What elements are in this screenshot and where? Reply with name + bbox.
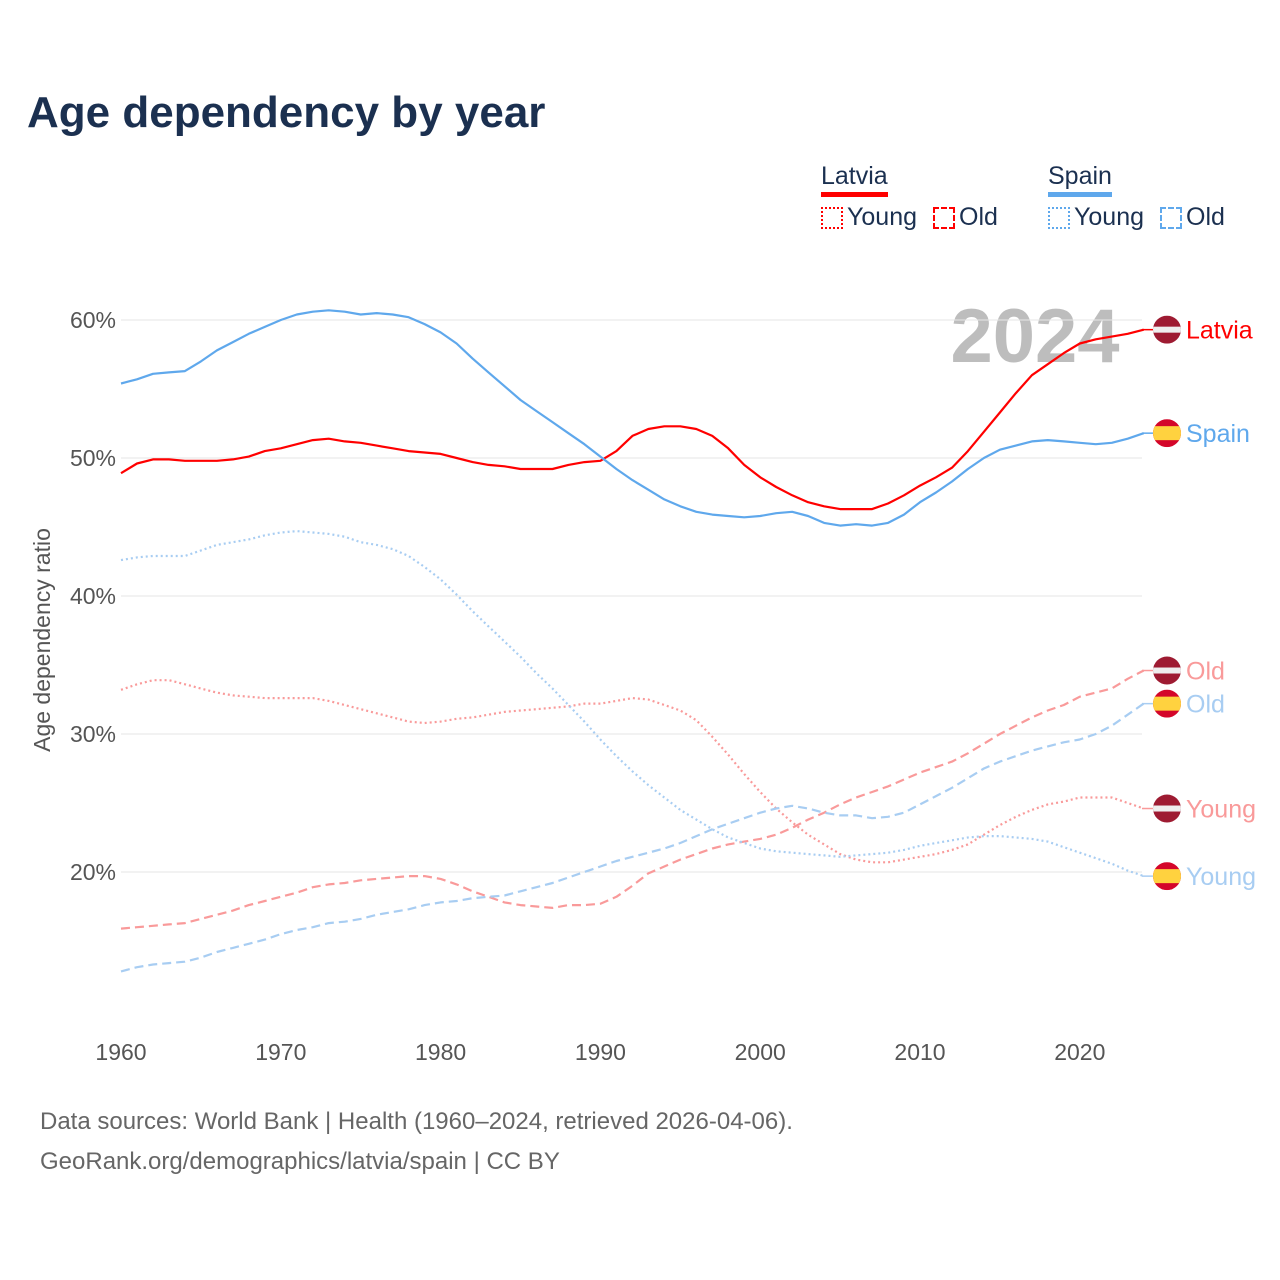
x-tick-label: 2010 (894, 1039, 945, 1065)
flag-stripe (1153, 696, 1181, 711)
series-line-latvia-old (120, 669, 1145, 930)
series-end-label: Young (1186, 796, 1256, 824)
x-tick-label: 1980 (415, 1039, 466, 1065)
y-tick-label: 60% (70, 307, 116, 333)
dashed-swatch-icon (933, 206, 955, 229)
series-line-spain-young (120, 530, 1145, 878)
series-end-label: Old (1186, 691, 1225, 719)
series-line-spain-old (120, 702, 1145, 973)
legend-item-latvia-young: Young (821, 203, 917, 232)
latvia-flag-icon (1153, 656, 1181, 685)
flag-stripe (1153, 869, 1181, 884)
legend-label: Young (847, 203, 917, 231)
legend-country-latvia: Latvia (821, 162, 888, 197)
dotted-swatch-icon (821, 206, 843, 229)
legend-item-spain-old: Old (1160, 203, 1225, 232)
legend-label: Old (1186, 203, 1225, 231)
flag-stripes (1153, 689, 1181, 718)
x-tick-label: 2000 (735, 1039, 786, 1065)
y-axis-label: Age dependency ratio (29, 528, 55, 752)
y-tick-label: 30% (70, 721, 116, 747)
y-tick-label: 50% (70, 445, 116, 471)
series-line-spain (120, 309, 1145, 527)
flag-stripes (1153, 862, 1181, 891)
legend-spain: Spain Young Old (1048, 162, 1225, 232)
footer-attribution[interactable]: GeoRank.org/demographics/latvia/spain | … (40, 1148, 560, 1175)
x-tick-label: 2020 (1054, 1039, 1105, 1065)
year-watermark: 2024 (950, 294, 1119, 379)
series-line-latvia (120, 328, 1144, 511)
series-end-label: Young (1186, 863, 1256, 891)
latvia-flag-icon (1153, 794, 1181, 823)
dotted-swatch-icon (1048, 206, 1070, 229)
flag-stripes (1153, 794, 1181, 823)
dashed-swatch-icon (1160, 206, 1182, 229)
flag-stripes (1153, 419, 1181, 448)
y-tick-label: 20% (70, 859, 116, 885)
spain-flag-icon (1153, 419, 1181, 448)
flag-stripe (1153, 326, 1181, 333)
series-end-label: Latvia (1186, 317, 1253, 345)
x-tick-label: 1970 (255, 1039, 306, 1065)
flag-stripe (1153, 805, 1181, 812)
flag-stripes (1153, 656, 1181, 685)
x-tick-label: 1990 (575, 1039, 626, 1065)
footer-sources: Data sources: World Bank | Health (1960–… (40, 1108, 793, 1135)
x-tick-label: 1960 (95, 1039, 146, 1065)
flag-stripe (1153, 426, 1181, 441)
spain-flag-icon (1153, 862, 1181, 891)
latvia-flag-icon (1153, 315, 1181, 344)
legend-latvia: Latvia Young Old (821, 162, 998, 232)
legend-label: Old (959, 203, 998, 231)
legend-item-spain-young: Young (1048, 203, 1144, 232)
series-end-label: Old (1186, 658, 1225, 686)
spain-flag-icon (1153, 689, 1181, 718)
legend-item-latvia-old: Old (933, 203, 998, 232)
flag-stripe (1153, 667, 1181, 674)
series-end-label: Spain (1186, 420, 1250, 448)
y-tick-label: 40% (70, 583, 116, 609)
legend-label: Young (1074, 203, 1144, 231)
flag-stripes (1153, 315, 1181, 344)
chart-title: Age dependency by year (27, 88, 546, 137)
legend-country-spain: Spain (1048, 162, 1112, 197)
